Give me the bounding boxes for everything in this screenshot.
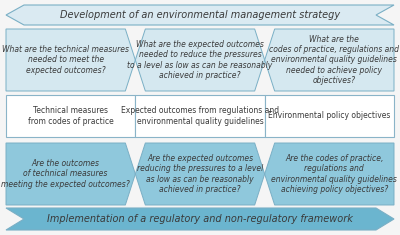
Polygon shape	[6, 29, 135, 91]
Text: Technical measures
from codes of practice: Technical measures from codes of practic…	[28, 106, 114, 126]
Polygon shape	[265, 95, 394, 137]
Polygon shape	[135, 143, 265, 205]
Text: Development of an environmental management strategy: Development of an environmental manageme…	[60, 10, 340, 20]
Polygon shape	[6, 95, 135, 137]
Text: What are the expected outcomes
needed to reduce the pressures
to a level as low : What are the expected outcomes needed to…	[127, 40, 273, 80]
Polygon shape	[265, 29, 394, 91]
Text: Are the outcomes
of technical measures
meeting the expected outcomes?: Are the outcomes of technical measures m…	[1, 159, 130, 189]
Polygon shape	[6, 208, 394, 230]
Text: Implementation of a regulatory and non-regulatory framework: Implementation of a regulatory and non-r…	[47, 214, 353, 224]
Text: Environmental policy objectives: Environmental policy objectives	[268, 111, 390, 121]
Text: Are the codes of practice,
regulations and
environmental quality guidelines
achi: Are the codes of practice, regulations a…	[271, 154, 397, 194]
Polygon shape	[6, 143, 135, 205]
Polygon shape	[135, 95, 265, 137]
Polygon shape	[6, 5, 394, 25]
Polygon shape	[265, 143, 394, 205]
Text: What are the
codes of practice, regulations and
environmental quality guidelines: What are the codes of practice, regulati…	[269, 35, 399, 85]
Text: Are the expected outcomes
reducing the pressures to a level
as low as can be rea: Are the expected outcomes reducing the p…	[137, 154, 263, 194]
Text: What are the technical measures
needed to meet the
expected outcomes?: What are the technical measures needed t…	[2, 45, 129, 75]
Polygon shape	[135, 29, 265, 91]
Text: Expected outcomes from regulations and
environmental quality guidelines: Expected outcomes from regulations and e…	[121, 106, 279, 126]
